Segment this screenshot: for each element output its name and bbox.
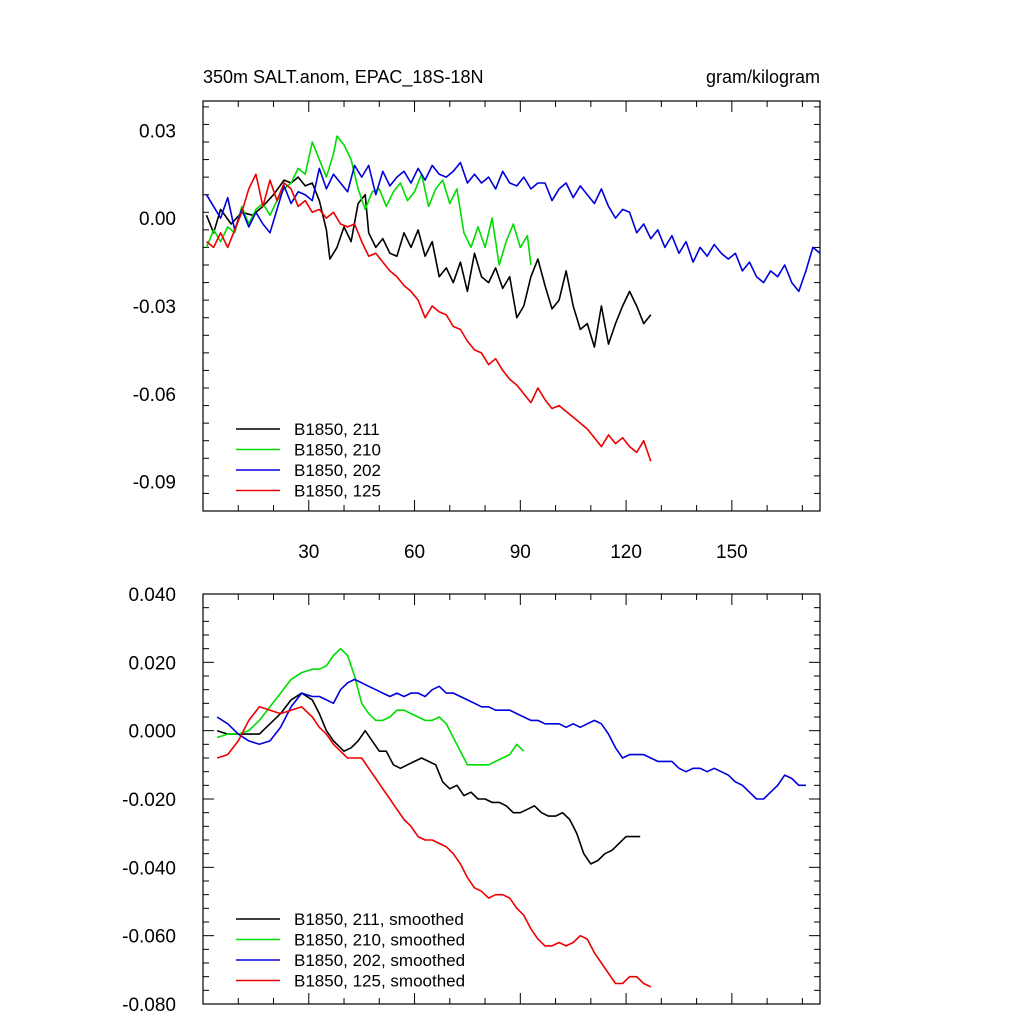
y-tick-label: 0.000 xyxy=(128,722,176,743)
axes: 30 60 90 120 150 0.03 0.00 -0.03 -0.06 -0.09 xyxy=(133,101,820,563)
series-line-0 xyxy=(216,692,641,865)
y-tick-label: 0.040 xyxy=(128,585,176,606)
series-line-2 xyxy=(205,161,821,293)
series-line-3 xyxy=(205,173,652,462)
y-tick-label: -0.040 xyxy=(122,858,176,879)
legend-label: B1850, 202 xyxy=(294,461,381,480)
series-line-2 xyxy=(216,678,806,800)
series-line-0 xyxy=(205,176,652,348)
x-tick-label: 60 xyxy=(404,542,425,563)
chart-title: 350m SALT.anom, EPAC_18S-18N xyxy=(203,67,483,88)
axes: 0.040 0.020 0.000 -0.020 -0.040 -0.060 -0.080 xyxy=(122,585,820,1016)
legend-label: B1850, 210 xyxy=(294,441,381,460)
x-tick-label: 120 xyxy=(610,542,642,563)
y-tick-label: -0.03 xyxy=(133,297,176,318)
plot-frame xyxy=(202,100,821,512)
bottom-panel: 0.0400.0200.000-0.020-0.040-0.060-0.080 … xyxy=(122,585,821,1016)
legend: B1850, 211, smoothed B1850, 210, smoothed… xyxy=(236,910,465,991)
legend-label: B1850, 125, smoothed xyxy=(294,972,465,991)
chart-units: gram/kilogram xyxy=(706,67,820,87)
y-tick-label: -0.080 xyxy=(122,995,176,1016)
y-tick-label: 0.020 xyxy=(128,653,176,674)
series-line-1 xyxy=(216,647,525,766)
series-lines xyxy=(216,647,806,988)
legend-label: B1850, 125 xyxy=(294,482,381,501)
y-tick-label: -0.060 xyxy=(122,927,176,948)
series-lines xyxy=(205,135,821,462)
legend-label: B1850, 211 xyxy=(294,420,380,439)
x-tick-label: 150 xyxy=(716,542,748,563)
legend-label: B1850, 202, smoothed xyxy=(294,951,465,970)
legend-label: B1850, 210, smoothed xyxy=(294,931,465,950)
y-tick-label: 0.03 xyxy=(139,121,176,142)
x-tick-label: 30 xyxy=(298,542,319,563)
legend-label: B1850, 211, smoothed xyxy=(294,910,464,929)
y-tick-label: -0.09 xyxy=(133,473,176,494)
y-tick-label: -0.020 xyxy=(122,790,176,811)
y-tick-label: 0.00 xyxy=(139,209,176,230)
x-tick-label: 90 xyxy=(510,542,531,563)
top-panel: 350m SALT.anom, EPAC_18S-18N gram/kilogr… xyxy=(133,67,821,563)
series-line-3 xyxy=(216,706,652,988)
y-tick-label: -0.06 xyxy=(133,385,176,406)
